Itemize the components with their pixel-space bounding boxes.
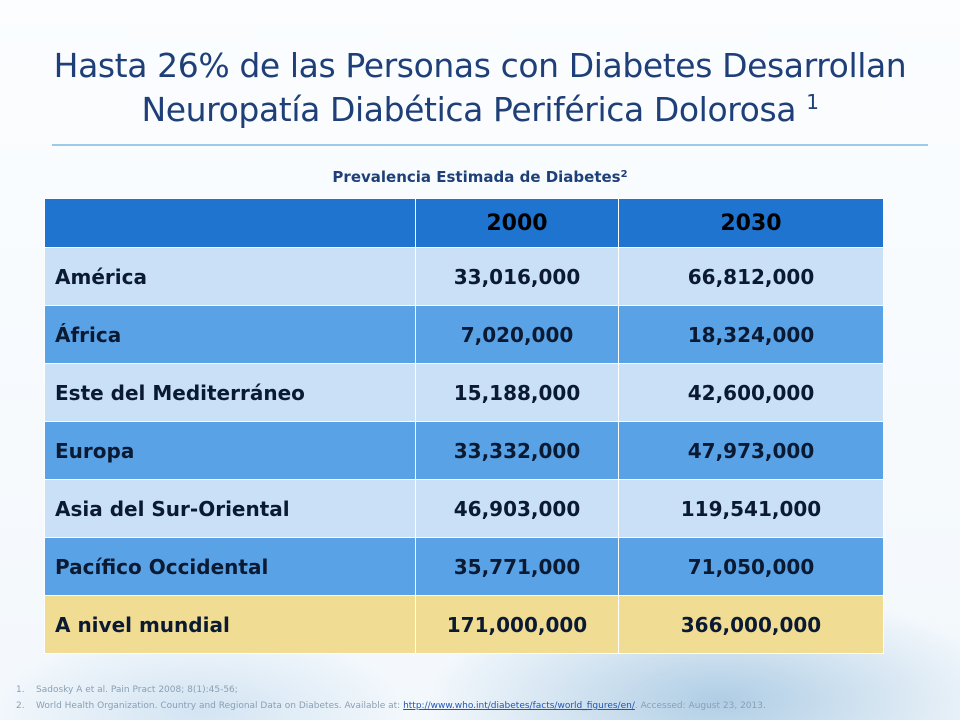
table-row: Europa 33,332,000 47,973,000 [44,421,884,480]
region-cell: América [44,247,416,306]
caption-footnote-marker: 2 [620,169,628,180]
table-caption-text: Prevalencia Estimada de Diabetes [332,168,621,186]
reference-item: 2. World Health Organization. Country an… [16,698,956,714]
reference-link[interactable]: http://www.who.int/diabetes/facts/world_… [403,701,635,711]
region-cell: Este del Mediterráneo [44,363,416,422]
table-header-row: 2000 2030 [44,198,884,248]
value-2000-cell: 33,332,000 [415,421,619,480]
header-cell-region [44,198,416,248]
table-row: Este del Mediterráneo 15,188,000 42,600,… [44,363,884,422]
title-line-2: Neuropatía Diabética Periférica Dolorosa… [20,88,940,132]
value-2030-cell: 18,324,000 [618,305,884,364]
region-cell: Europa [44,421,416,480]
reference-text: Sadosky A et al. Pain Pract 2008; 8(1):4… [36,685,238,695]
value-2030-cell: 71,050,000 [618,537,884,596]
region-cell: Pacífico Occidental [44,537,416,596]
reference-item: 1. Sadosky A et al. Pain Pract 2008; 8(1… [16,682,956,698]
prevalence-table: 2000 2030 América 33,016,000 66,812,000 … [44,198,884,654]
title-footnote-marker: 1 [806,90,819,114]
value-2030-cell: 366,000,000 [618,595,884,654]
region-cell: A nivel mundial [44,595,416,654]
title-line-1: Hasta 26% de las Personas con Diabetes D… [53,46,907,85]
value-2000-cell: 171,000,000 [415,595,619,654]
title-line-2-text: Neuropatía Diabética Periférica Dolorosa [141,90,797,129]
table-row: Pacífico Occidental 35,771,000 71,050,00… [44,537,884,596]
value-2030-cell: 119,541,000 [618,479,884,538]
table-row: Asia del Sur-Oriental 46,903,000 119,541… [44,479,884,538]
region-cell: África [44,305,416,364]
value-2000-cell: 15,188,000 [415,363,619,422]
value-2030-cell: 42,600,000 [618,363,884,422]
value-2000-cell: 33,016,000 [415,247,619,306]
value-2030-cell: 47,973,000 [618,421,884,480]
table-row: América 33,016,000 66,812,000 [44,247,884,306]
value-2000-cell: 46,903,000 [415,479,619,538]
table-total-row: A nivel mundial 171,000,000 366,000,000 [44,595,884,654]
header-cell-2030: 2030 [618,198,884,248]
region-cell: Asia del Sur-Oriental [44,479,416,538]
reference-accessed: . Accessed: August 23, 2013. [634,701,766,711]
title-divider [52,144,928,146]
table-row: África 7,020,000 18,324,000 [44,305,884,364]
references: 1. Sadosky A et al. Pain Pract 2008; 8(1… [16,682,956,714]
value-2000-cell: 7,020,000 [415,305,619,364]
table-caption: Prevalencia Estimada de Diabetes2 [40,168,920,186]
reference-number: 2. [16,701,25,711]
value-2000-cell: 35,771,000 [415,537,619,596]
value-2030-cell: 66,812,000 [618,247,884,306]
header-cell-2000: 2000 [415,198,619,248]
slide-title: Hasta 26% de las Personas con Diabetes D… [20,44,940,132]
reference-text: World Health Organization. Country and R… [36,701,401,711]
reference-number: 1. [16,685,25,695]
